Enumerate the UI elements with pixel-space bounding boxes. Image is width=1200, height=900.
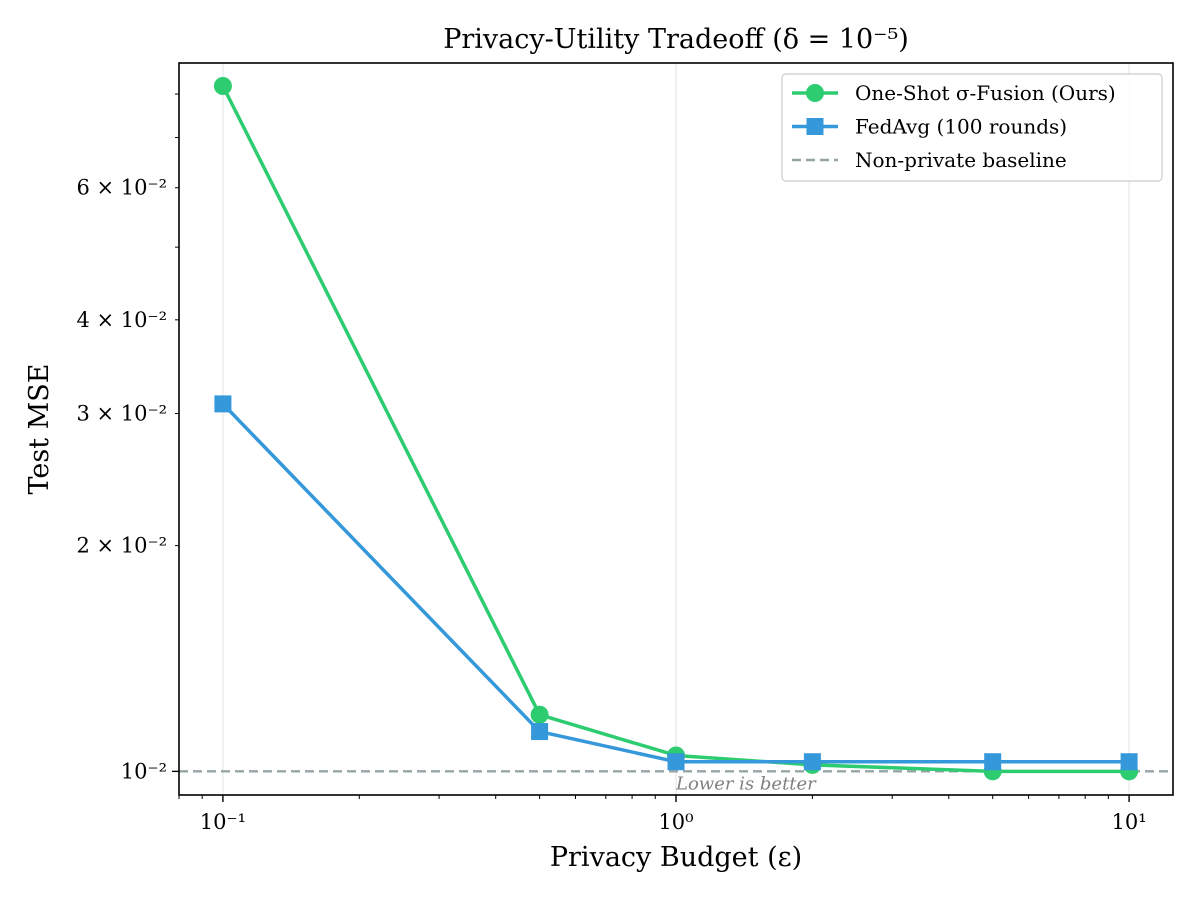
y-tick-label: 4 × 10⁻² <box>76 308 167 332</box>
data-point <box>531 723 549 741</box>
y-tick-label: 10⁻² <box>121 759 167 783</box>
data-point <box>214 395 232 413</box>
chart-title: Privacy-Utility Tradeoff (δ = 10⁻⁵) <box>443 24 909 55</box>
data-point <box>1120 753 1138 771</box>
x-tick-label: 10⁰ <box>658 810 693 834</box>
y-tick-label: 3 × 10⁻² <box>76 402 167 426</box>
data-point <box>803 753 821 771</box>
x-tick-label: 10¹ <box>1112 810 1147 834</box>
legend: One-Shot σ-Fusion (Ours) FedAvg (100 roun… <box>781 73 1163 182</box>
annotation-lower-is-better: Lower is better <box>675 773 817 794</box>
series-line-1 <box>221 402 1130 764</box>
data-point <box>530 705 549 724</box>
x-axis-title: Privacy Budget (ε) <box>550 842 802 873</box>
data-point <box>213 77 232 96</box>
annotation-layer: Lower is better <box>675 773 817 794</box>
axes-layer: 10⁻¹ 10⁰ 10¹ 10⁻² 2 × 10⁻² 3 × 10⁻² 4 × 10⁻² 6 … <box>76 62 1174 834</box>
data-point <box>984 753 1002 771</box>
legend-marker <box>806 84 824 102</box>
legend-marker <box>806 118 824 135</box>
x-tick-label: 10⁻¹ <box>200 810 246 834</box>
legend-label: FedAvg (100 rounds) <box>855 115 1067 139</box>
legend-label: One-Shot σ-Fusion (Ours) <box>855 81 1116 105</box>
legend-box <box>781 73 1163 182</box>
grid-layer <box>222 63 1130 795</box>
legend-label: Non-private baseline <box>855 148 1067 172</box>
y-axis-title: Test MSE <box>24 363 55 494</box>
y-tick-label: 6 × 10⁻² <box>76 176 167 200</box>
y-tick-label: 2 × 10⁻² <box>76 534 167 558</box>
series-layer <box>213 77 1139 781</box>
data-point <box>667 753 685 771</box>
